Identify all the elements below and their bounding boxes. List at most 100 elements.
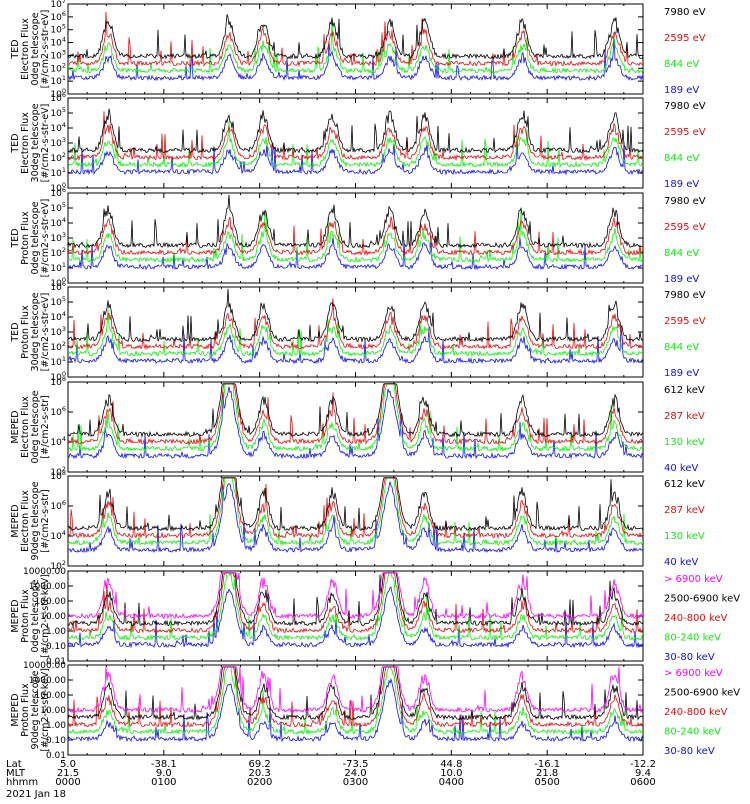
panel-frame <box>67 3 644 95</box>
x-axis-rows: Lat 5.0 -38.1 69.2 -73.5 44.8 -16.1 -12.2 MLT 21.… <box>6 759 656 800</box>
x-tick-label: -16.1 <box>534 759 560 770</box>
series-trace <box>68 194 643 249</box>
y-tick-label: 104 <box>50 529 66 542</box>
y-tick-label: 0.01 <box>46 751 66 761</box>
y-tick-label: 106 <box>50 499 66 512</box>
y-tick-label: 101 <box>50 166 66 179</box>
x-row-label: MLT <box>6 768 26 779</box>
series-trace <box>68 309 643 358</box>
series-trace <box>68 111 643 162</box>
x-tick-label: -12.2 <box>630 759 656 770</box>
series-trace <box>68 383 643 438</box>
series-trace <box>68 572 643 627</box>
legend-entry: 844 eV <box>664 342 699 353</box>
legend-entry: 40 keV <box>664 557 698 568</box>
series-trace <box>68 288 643 343</box>
x-tick-label: 0400 <box>439 777 464 788</box>
x-tick-label: 0000 <box>55 777 80 788</box>
y-tick-label: 100.00 <box>35 691 67 701</box>
series-trace <box>68 481 643 553</box>
legend-entry: 189 eV <box>664 85 699 96</box>
x-tick-label: 9.0 <box>156 768 172 779</box>
series-trace <box>68 208 643 263</box>
y-tick-label: 106 <box>50 405 66 418</box>
series-trace <box>68 477 643 540</box>
series-trace <box>68 477 643 532</box>
legend-entry: 7980 eV <box>664 7 706 18</box>
y-tick-label: 105 <box>50 201 66 214</box>
legend-entry: 80-240 keV <box>664 633 721 644</box>
x-tick-label: 0300 <box>343 777 368 788</box>
y-tick-label: 10.00 <box>40 612 66 622</box>
series-trace <box>68 666 643 721</box>
series-trace <box>68 11 643 68</box>
x-tick-label: 44.8 <box>440 759 462 770</box>
y-axis-label: MEPEDElectron Flux90deg telescope[#/cm2-… <box>10 481 51 560</box>
panel-7: 0.01 0.10 1.00 10.00 100.00 1000.00 10000.00ME… <box>10 567 740 667</box>
x-tick-label: 5.0 <box>60 759 76 770</box>
legend-entry: 2595 eV <box>664 127 706 138</box>
x-row-label: hhmm <box>6 777 38 788</box>
legend-entry: 30-80 keV <box>664 652 715 663</box>
x-tick-label: 0500 <box>534 777 559 788</box>
legend-entry: 287 keV <box>664 505 705 516</box>
x-tick-label: 20.3 <box>249 768 271 779</box>
x-tick-label: 21.8 <box>536 768 558 779</box>
legend-entry: 189 eV <box>664 368 699 379</box>
y-tick-label: 1.00 <box>46 721 66 731</box>
panel-8: 0.01 0.10 1.00 10.00 100.00 1000.00 10000.00ME… <box>10 661 740 761</box>
y-tick-label: 1000.00 <box>29 582 66 592</box>
series-trace <box>68 139 643 176</box>
y-axis-label: TEDElectron Flux30deg telescope[#/cm2-s-… <box>10 103 51 182</box>
y-tick-label: 101 <box>50 261 66 274</box>
y-tick-label: 104 <box>50 121 66 134</box>
series-trace <box>68 386 643 460</box>
y-tick-label: 0.10 <box>46 736 66 746</box>
date-label: 2021 Jan 18 <box>6 789 66 800</box>
y-tick-label: 101 <box>50 74 66 87</box>
legend-entry: 612 keV <box>664 385 705 396</box>
legend-entry: 189 eV <box>664 179 699 190</box>
x-tick-label: 10.0 <box>440 768 462 779</box>
series-trace <box>68 121 643 169</box>
x-tick-label: 0600 <box>630 777 655 788</box>
y-tick-label: 104 <box>50 216 66 229</box>
y-tick-label: 107 <box>50 0 66 10</box>
y-tick-label: 104 <box>50 435 66 448</box>
series-trace <box>68 572 643 620</box>
series-trace <box>68 235 643 271</box>
panel-frame <box>67 97 644 189</box>
legend-entry: 2500-6900 keV <box>664 688 740 699</box>
legend-entry: 130 keV <box>664 531 705 542</box>
series-trace <box>68 326 643 365</box>
y-axis-label: TEDElectron Flux0deg telescope[#/cm2-s-s… <box>10 10 51 89</box>
legend-entry: 2595 eV <box>664 222 706 233</box>
y-tick-label: 102 <box>50 340 66 353</box>
series-trace <box>68 298 643 351</box>
y-tick-label: 102 <box>50 61 66 74</box>
legend-entry: 189 eV <box>664 274 699 285</box>
x-tick-label: 69.2 <box>249 759 271 770</box>
x-tick-label: 9.4 <box>635 768 651 779</box>
y-tick-label: 10000.00 <box>23 567 66 577</box>
series-trace <box>68 666 643 714</box>
series-trace <box>68 20 643 75</box>
legend-entry: 30-80 keV <box>664 746 715 757</box>
y-axis-label: MEPEDProton Flux90deg telescope[#/cm2-s-… <box>10 668 51 752</box>
legend-entry: > 6900 keV <box>664 574 723 585</box>
x-tick-label: -73.5 <box>343 759 369 770</box>
y-tick-label: 103 <box>50 231 66 244</box>
legend-entry: 7980 eV <box>664 196 706 207</box>
legend-entry: > 6900 keV <box>664 668 723 679</box>
legend-entry: 844 eV <box>664 59 699 70</box>
y-tick-label: 10.00 <box>40 706 66 716</box>
y-tick-label: 106 <box>50 10 66 23</box>
legend-entry: 7980 eV <box>664 290 706 301</box>
x-tick-label: -38.1 <box>151 759 177 770</box>
